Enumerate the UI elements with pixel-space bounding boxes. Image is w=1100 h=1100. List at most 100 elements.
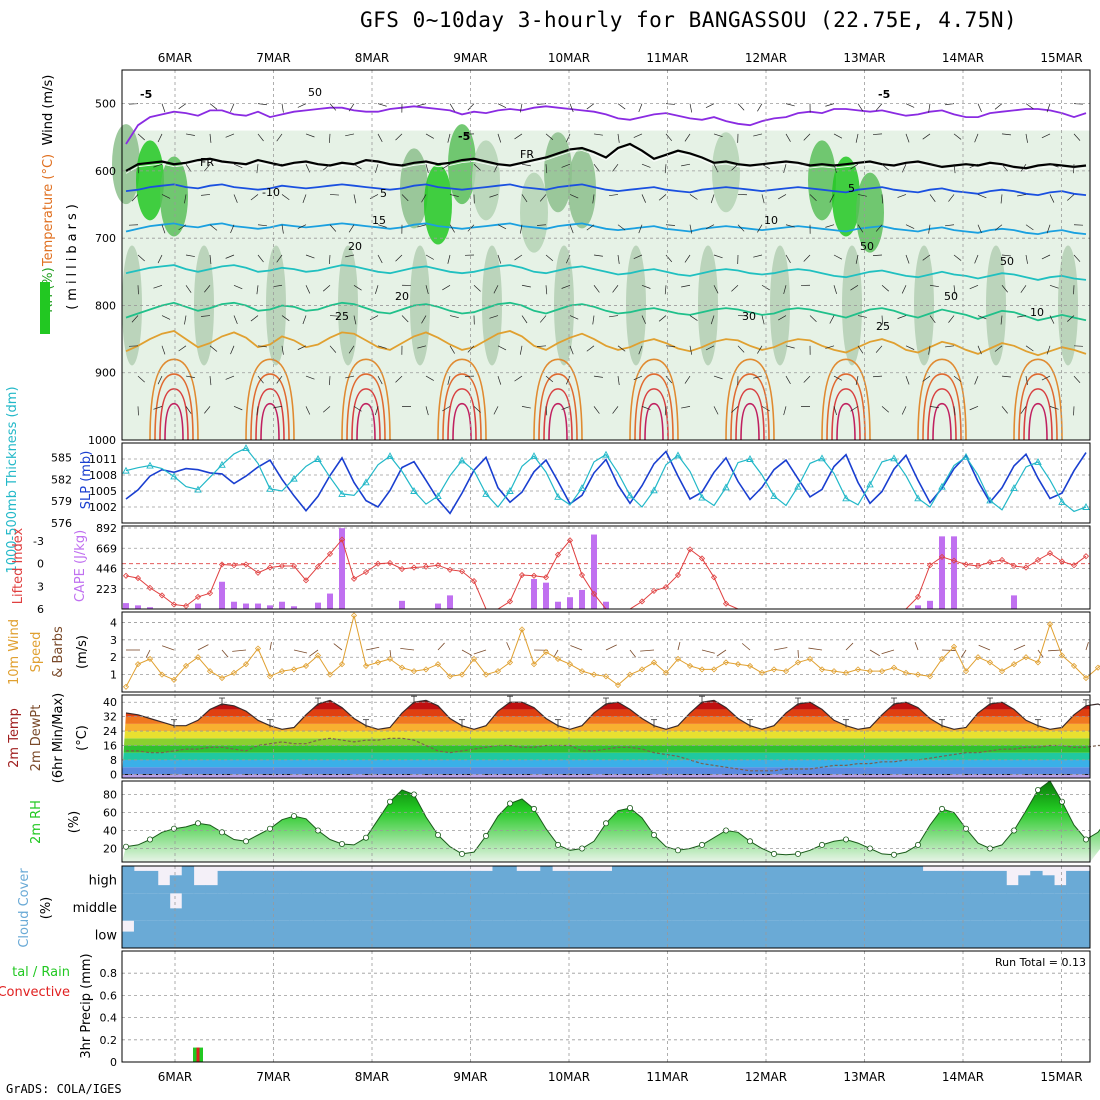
wind-barb bbox=[209, 254, 212, 264]
isotherm-warm-contour bbox=[260, 402, 280, 441]
wind-barb bbox=[297, 224, 307, 229]
lifted-index-marker bbox=[962, 561, 970, 568]
wind-barb bbox=[665, 345, 675, 347]
isotherm-warm-contour bbox=[154, 373, 194, 441]
cape-bar bbox=[939, 536, 945, 609]
cloud-cover-bar bbox=[1042, 893, 1055, 921]
lifted-index-marker bbox=[446, 566, 454, 573]
rh-unit-label: (%) bbox=[67, 811, 82, 834]
lifted-index-marker bbox=[326, 550, 334, 557]
surface-wind-barb bbox=[941, 649, 956, 651]
rh-marker bbox=[146, 836, 153, 843]
wind-barb bbox=[757, 224, 763, 233]
cloud-cover-bar bbox=[337, 870, 350, 894]
wind-barb bbox=[305, 406, 311, 415]
rh-tick-label: 40 bbox=[103, 825, 117, 838]
wind-barb bbox=[664, 164, 667, 174]
cloud-cover-bar bbox=[193, 893, 207, 921]
isotherm-warm-contour bbox=[356, 402, 376, 441]
wind-barb bbox=[204, 406, 211, 414]
cloud-cover-bar bbox=[671, 920, 685, 948]
cloud-cover-bar bbox=[444, 893, 458, 921]
isotherm-warm-contour bbox=[447, 388, 477, 441]
lifted-index-marker bbox=[302, 577, 310, 584]
wind-barb bbox=[449, 224, 455, 233]
cloud-cover-bar bbox=[396, 893, 410, 921]
isotherm-warm-contour bbox=[538, 373, 578, 441]
wind-speed-marker bbox=[734, 661, 742, 668]
cape-bar bbox=[327, 593, 333, 609]
surface-wind-barb bbox=[640, 649, 655, 652]
lifted-index-marker bbox=[242, 561, 250, 568]
wind-barb bbox=[905, 375, 910, 385]
wind-barb bbox=[612, 406, 619, 414]
wind-speed-marker bbox=[602, 673, 610, 680]
rh-marker bbox=[819, 841, 826, 848]
wind-barb bbox=[185, 254, 195, 257]
lifted-index-marker bbox=[386, 559, 394, 567]
isotherm-warm-contour bbox=[922, 373, 962, 441]
cloud-cover-bar bbox=[528, 920, 541, 948]
lifted-index-marker bbox=[698, 555, 706, 562]
thickness-marker bbox=[938, 482, 946, 490]
wind-barb bbox=[497, 224, 507, 230]
cloud-cover-bar bbox=[325, 893, 338, 921]
cloud-cover-bar bbox=[755, 866, 768, 894]
cape-bar bbox=[915, 605, 921, 609]
lifted-index-marker bbox=[1058, 558, 1066, 565]
cloud-cover-bar bbox=[791, 920, 804, 948]
isotherm-line bbox=[125, 264, 1087, 281]
cloud-cover-bar bbox=[731, 920, 744, 948]
wind-barb bbox=[545, 285, 548, 295]
wind-barb bbox=[345, 375, 355, 379]
wind-barb bbox=[881, 194, 883, 204]
rh-marker bbox=[362, 834, 369, 841]
isotherm-warm-contour bbox=[533, 358, 583, 441]
wind-speed-marker bbox=[530, 661, 538, 668]
cloud-cover-bar bbox=[934, 920, 947, 948]
wind-barb bbox=[850, 163, 859, 170]
wind-barb bbox=[545, 254, 554, 262]
lifted-index-marker bbox=[542, 574, 550, 581]
thickness-marker bbox=[1058, 497, 1066, 505]
cloud-cover-bar bbox=[396, 870, 410, 894]
cloud-cover-bar bbox=[576, 870, 589, 894]
wind-barb bbox=[875, 224, 883, 232]
cloud-cover-bar bbox=[982, 893, 995, 921]
wind-barb bbox=[803, 375, 811, 383]
wind-barb bbox=[922, 254, 931, 261]
thickness-marker bbox=[218, 460, 226, 468]
rh-moist-column bbox=[338, 245, 358, 366]
wind-speed-marker bbox=[614, 681, 622, 689]
lifted-index-marker bbox=[410, 564, 418, 571]
wind-barb bbox=[586, 224, 595, 231]
wind-barb bbox=[1067, 315, 1075, 322]
wind-barb bbox=[969, 406, 979, 411]
wind-barb bbox=[1046, 103, 1051, 113]
lifted-index-axis-label: Lifted Index bbox=[11, 527, 26, 604]
wind-barb bbox=[348, 345, 355, 354]
wind-barb bbox=[1017, 315, 1027, 318]
wind-barb bbox=[353, 163, 362, 170]
surface-wind-barb bbox=[161, 645, 175, 651]
wind-barb bbox=[377, 133, 383, 143]
wind-barb bbox=[757, 345, 763, 354]
cloud-cover-bar bbox=[994, 920, 1007, 948]
wind-barb bbox=[757, 103, 763, 112]
isotherm-warm-contour bbox=[1028, 402, 1048, 441]
cloud-cover-bar bbox=[588, 870, 601, 894]
wind-speed-marker bbox=[1010, 661, 1018, 668]
wind-speed-marker bbox=[494, 668, 502, 675]
cloud-row-label: high bbox=[89, 874, 117, 889]
rh-marker bbox=[1059, 798, 1066, 805]
lifted-index-marker bbox=[578, 571, 586, 579]
wind-barb bbox=[783, 406, 787, 416]
date-label-bottom: 9MAR bbox=[453, 1070, 488, 1084]
cloud-cover-bar bbox=[827, 866, 840, 894]
surface-wind-barb bbox=[808, 647, 823, 651]
wind-barb bbox=[489, 194, 499, 198]
wind-barb bbox=[638, 345, 643, 355]
wind-barb bbox=[467, 345, 475, 353]
wind-barb bbox=[1073, 133, 1081, 141]
thickness-marker bbox=[242, 444, 250, 452]
